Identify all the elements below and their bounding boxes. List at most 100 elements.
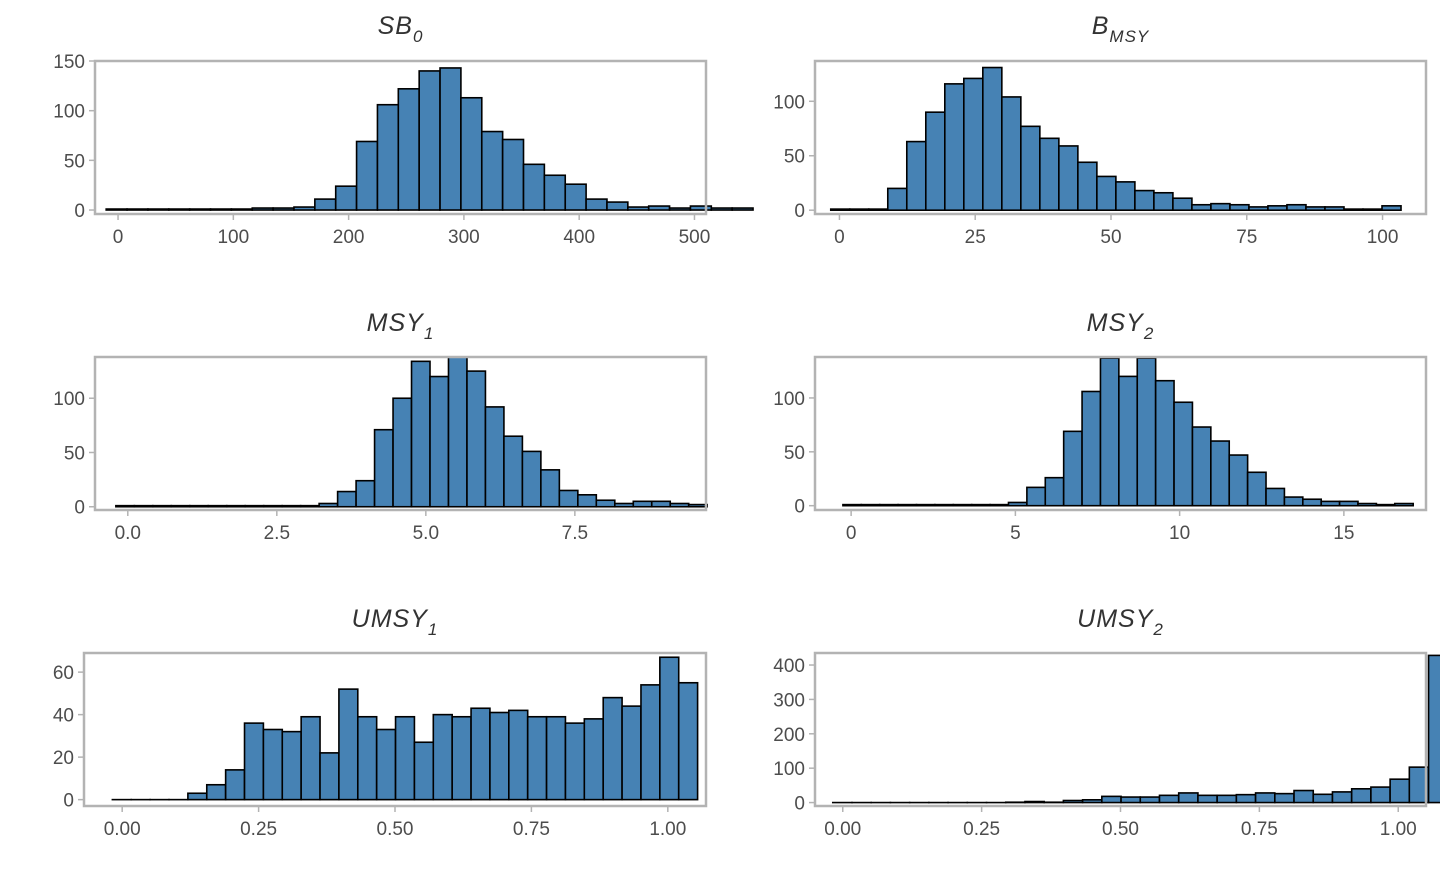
y-tick-label: 150 (53, 52, 85, 73)
histogram-bar (982, 66, 1003, 211)
x-tick-label: 500 (679, 227, 711, 248)
histogram-bar (669, 502, 690, 508)
histogram-bar (1362, 208, 1383, 211)
x-tick-label: 100 (1367, 227, 1399, 248)
histogram-bar (281, 730, 302, 801)
histogram-bar (848, 208, 870, 211)
y-tick-label: 100 (773, 92, 805, 113)
histogram-bar (613, 502, 635, 508)
histogram-bar (1153, 191, 1174, 211)
histogram-bar (1246, 471, 1267, 507)
histogram-bar (1228, 454, 1249, 507)
histogram-bar (484, 406, 505, 508)
histogram-bar (319, 752, 340, 801)
panel-title: BMSY (1092, 12, 1150, 46)
histogram-bar (318, 502, 339, 508)
histogram-bar (632, 500, 653, 508)
histogram-bar (1267, 205, 1288, 211)
histogram-bar (432, 713, 453, 801)
x-tick-label: 200 (333, 227, 365, 248)
panel-title-subscript: 2 (1143, 324, 1154, 343)
histogram-bar (188, 208, 212, 211)
histogram-bar (376, 103, 400, 211)
x-tick-label: 2.5 (264, 523, 290, 544)
histogram-panel: UMSY2 0.00 0.25 0.50 0.75 1.00 0 100 200 300 400 (773, 605, 1440, 840)
histogram-bar (687, 503, 708, 508)
histogram-bar (1197, 794, 1218, 804)
y-tick-label: 20 (53, 748, 74, 769)
histogram-bar (602, 696, 623, 801)
histogram-bar (147, 208, 170, 211)
histogram-bar (842, 503, 863, 507)
histogram-bar (410, 360, 431, 508)
histogram-bar (1062, 430, 1083, 507)
histogram-bar (1191, 203, 1212, 211)
histogram-bar (1024, 800, 1045, 804)
histogram-bar (621, 705, 642, 801)
histogram-bar (1210, 440, 1231, 507)
histogram-bar (1077, 161, 1098, 211)
x-tick-label: 0.00 (104, 819, 141, 840)
histogram-bar (1026, 486, 1047, 507)
y-tick-label: 40 (53, 706, 74, 727)
histogram-bar (1081, 390, 1102, 507)
histogram-bar (338, 688, 359, 801)
panel-title-main: UMSY (1077, 605, 1155, 633)
histogram-bar (1096, 175, 1117, 211)
y-tick-label: 60 (53, 663, 74, 684)
histogram-bar (1139, 796, 1161, 804)
histogram-bar (480, 130, 504, 211)
histogram-panel: UMSY1 0.00 0.25 0.50 0.75 1.00 0 20 40 60 (53, 605, 708, 840)
histogram-bar (915, 503, 936, 507)
x-tick-label: 100 (217, 227, 249, 248)
histogram-bar (413, 741, 435, 801)
histogram-bar (1020, 125, 1041, 211)
y-tick-label: 50 (64, 443, 85, 464)
histogram-bar (897, 503, 918, 507)
y-tick-label: 50 (784, 147, 805, 168)
histogram-bar (963, 77, 984, 211)
y-tick-label: 0 (794, 497, 805, 518)
panel-title: SB0 (378, 12, 424, 46)
histogram-bar (595, 499, 616, 508)
panel-title-main: MSY (367, 309, 426, 337)
histogram-bar (470, 707, 491, 801)
panel-title-subscript: 1 (424, 324, 434, 343)
histogram-bar (668, 207, 692, 211)
panel-title-subscript: 1 (428, 620, 438, 639)
x-tick-label: 300 (448, 227, 480, 248)
histogram-bar (1210, 202, 1231, 211)
histogram-bar (460, 96, 483, 211)
histogram-bar (1120, 796, 1142, 804)
histogram-bar (375, 728, 397, 801)
histogram-bar (934, 503, 955, 507)
histogram-bar (1350, 788, 1372, 804)
histogram-bar (583, 718, 605, 801)
histogram-bar (251, 207, 274, 211)
histogram-bar (336, 490, 357, 508)
histogram-bar (187, 792, 208, 801)
y-tick-label: 0 (74, 498, 85, 519)
x-tick-label: 1.00 (649, 819, 686, 840)
histogram-bar (1062, 799, 1084, 804)
panel-title-subscript: 0 (413, 27, 423, 46)
histogram-bar (1177, 792, 1199, 804)
histogram-bar (1343, 208, 1364, 211)
histogram-bar (230, 208, 254, 211)
histogram-bar (689, 205, 713, 211)
x-tick-label: 10 (1169, 523, 1190, 544)
histogram-bar (1324, 206, 1345, 211)
histogram-bar (526, 715, 548, 801)
histogram-bar (1136, 357, 1157, 507)
histogram-bar (1134, 189, 1155, 211)
panel-title-main: MSY (1087, 309, 1146, 337)
x-tick-label: 15 (1333, 523, 1354, 544)
histogram-bar (1302, 498, 1323, 507)
histogram-bar (1191, 426, 1212, 507)
x-tick-label: 0 (846, 523, 857, 544)
y-tick-label: 100 (773, 759, 805, 780)
panel-title: MSY1 (367, 309, 435, 343)
y-tick-label: 50 (64, 151, 85, 172)
y-tick-label: 0 (794, 794, 805, 815)
